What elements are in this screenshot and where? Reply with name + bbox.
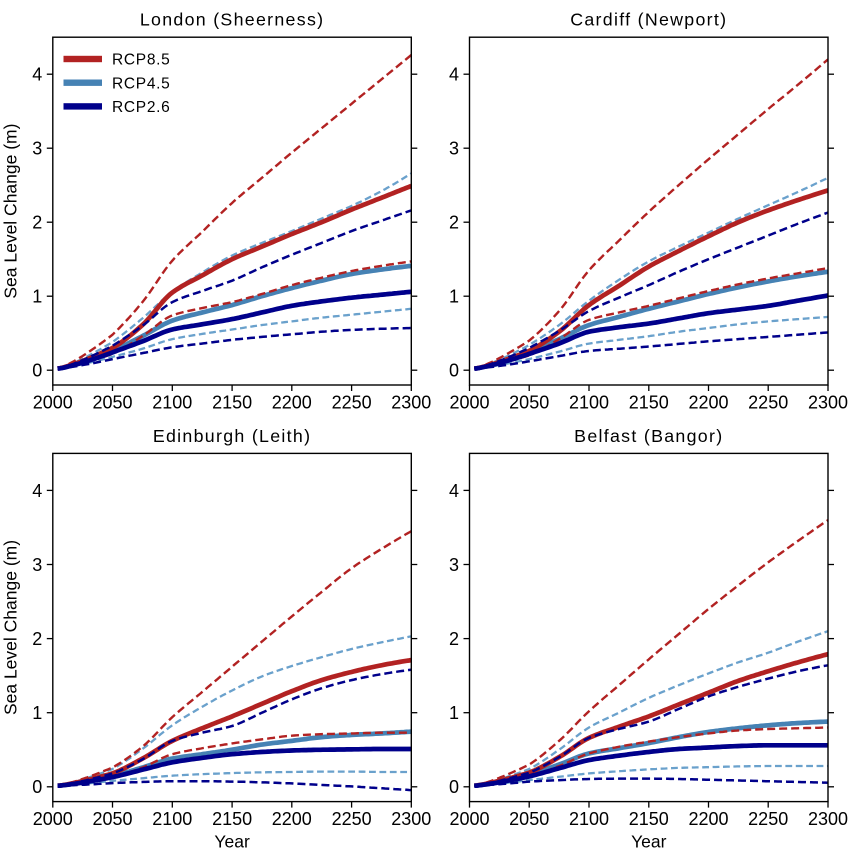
svg-text:4: 4 <box>32 65 42 85</box>
svg-text:4: 4 <box>449 481 459 501</box>
svg-text:2200: 2200 <box>688 809 728 829</box>
svg-text:1: 1 <box>32 703 42 723</box>
svg-text:2100: 2100 <box>569 392 609 412</box>
svg-text:RCP2.6: RCP2.6 <box>112 99 170 116</box>
svg-text:0: 0 <box>449 361 459 381</box>
svg-text:2300: 2300 <box>391 809 431 829</box>
svg-text:2200: 2200 <box>272 809 312 829</box>
svg-text:Belfast (Bangor): Belfast (Bangor) <box>574 426 723 446</box>
svg-text:2300: 2300 <box>808 809 848 829</box>
svg-text:1: 1 <box>32 287 42 307</box>
svg-text:0: 0 <box>32 361 42 381</box>
svg-text:2150: 2150 <box>212 809 252 829</box>
svg-text:1: 1 <box>449 287 459 307</box>
svg-text:2150: 2150 <box>629 392 669 412</box>
svg-text:3: 3 <box>449 139 459 159</box>
svg-text:2250: 2250 <box>748 809 788 829</box>
svg-text:2150: 2150 <box>629 809 669 829</box>
svg-text:Year: Year <box>214 832 250 852</box>
svg-text:2: 2 <box>32 213 42 233</box>
svg-text:Sea Level Change (m): Sea Level Change (m) <box>1 124 21 299</box>
svg-text:2: 2 <box>32 629 42 649</box>
svg-text:2150: 2150 <box>212 392 252 412</box>
svg-text:2000: 2000 <box>449 392 489 412</box>
svg-text:0: 0 <box>32 777 42 797</box>
svg-text:2250: 2250 <box>332 392 372 412</box>
svg-text:2300: 2300 <box>391 392 431 412</box>
svg-text:2200: 2200 <box>272 392 312 412</box>
svg-text:2: 2 <box>449 213 459 233</box>
svg-text:2100: 2100 <box>569 809 609 829</box>
svg-text:2300: 2300 <box>808 392 848 412</box>
svg-text:2000: 2000 <box>33 392 73 412</box>
svg-text:2100: 2100 <box>152 392 192 412</box>
svg-text:2000: 2000 <box>33 809 73 829</box>
svg-text:Sea Level Change (m): Sea Level Change (m) <box>1 540 21 715</box>
svg-text:2100: 2100 <box>152 809 192 829</box>
svg-text:3: 3 <box>32 139 42 159</box>
svg-text:1: 1 <box>449 703 459 723</box>
svg-text:RCP4.5: RCP4.5 <box>112 75 170 92</box>
svg-text:2050: 2050 <box>509 392 549 412</box>
svg-text:2200: 2200 <box>688 392 728 412</box>
svg-text:Cardiff (Newport): Cardiff (Newport) <box>570 10 727 30</box>
svg-text:2050: 2050 <box>92 809 132 829</box>
svg-text:London (Sheerness): London (Sheerness) <box>140 10 325 30</box>
svg-text:4: 4 <box>449 65 459 85</box>
svg-text:2250: 2250 <box>332 809 372 829</box>
svg-text:3: 3 <box>32 555 42 575</box>
svg-text:4: 4 <box>32 481 42 501</box>
svg-text:Year: Year <box>631 832 667 852</box>
svg-text:2050: 2050 <box>509 809 549 829</box>
svg-text:2050: 2050 <box>92 392 132 412</box>
svg-text:RCP8.5: RCP8.5 <box>112 52 170 69</box>
svg-text:0: 0 <box>449 777 459 797</box>
svg-text:Edinburgh (Leith): Edinburgh (Leith) <box>153 426 312 446</box>
svg-text:3: 3 <box>449 555 459 575</box>
svg-text:2000: 2000 <box>449 809 489 829</box>
svg-text:2250: 2250 <box>748 392 788 412</box>
svg-text:2: 2 <box>449 629 459 649</box>
